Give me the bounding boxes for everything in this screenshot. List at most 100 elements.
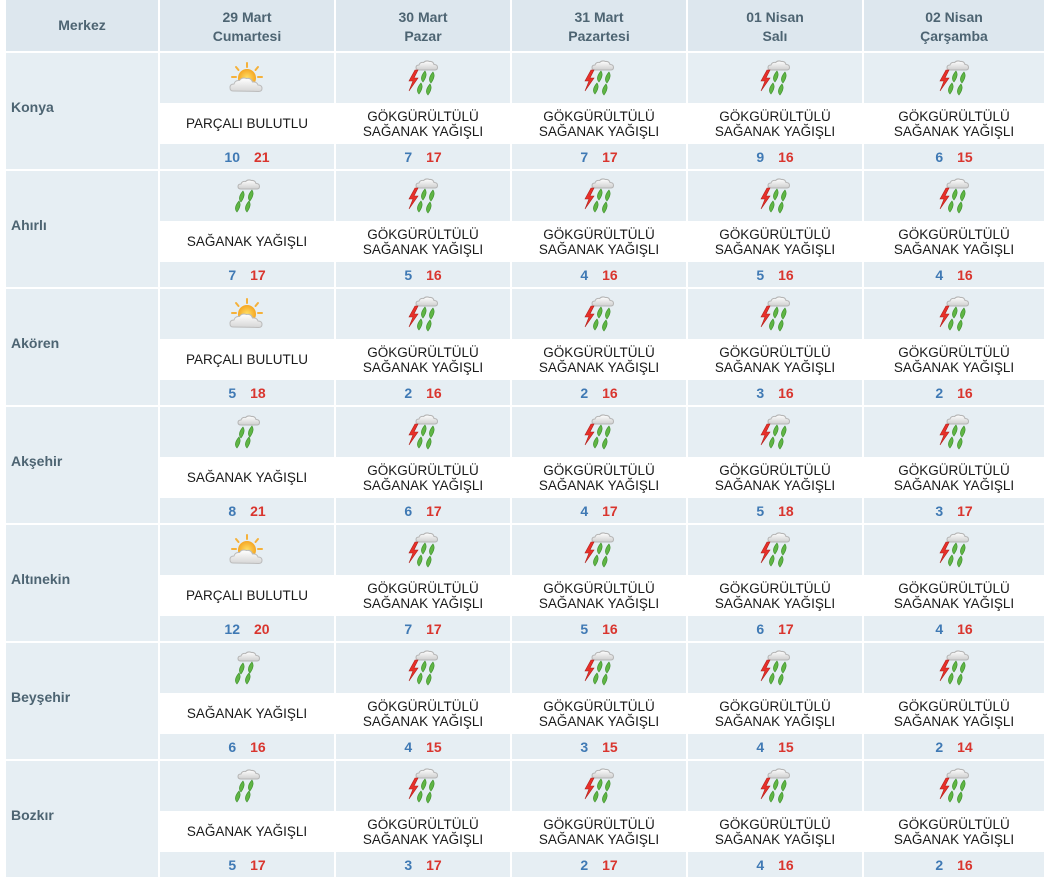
city-name[interactable]: Akşehir (6, 405, 160, 523)
max-temperature: 17 (426, 620, 442, 637)
min-temperature: 7 (404, 620, 413, 637)
temperature-cell: 2 14 (864, 734, 1044, 759)
max-temperature: 16 (426, 384, 442, 401)
min-temperature: 4 (756, 738, 765, 755)
weather-description: GÖKGÜRÜLTÜLÜ SAĞANAK YAĞIŞLI (336, 221, 512, 262)
weather-description: GÖKGÜRÜLTÜLÜ SAĞANAK YAĞIŞLI (864, 339, 1044, 380)
temperature-cell: 2 16 (864, 380, 1044, 405)
city-name[interactable]: Akören (6, 287, 160, 405)
city-name[interactable]: Beyşehir (6, 641, 160, 759)
max-temperature: 15 (426, 738, 442, 755)
weather-description: GÖKGÜRÜLTÜLÜ SAĞANAK YAĞIŞLI (688, 575, 864, 616)
weather-icon-cell (688, 523, 864, 575)
shower-icon (227, 648, 267, 688)
temperature-cell: 7 17 (160, 262, 336, 287)
temperature-cell: 12 20 (160, 616, 336, 641)
weather-icon-cell (160, 51, 336, 103)
temperature-cell: 8 21 (160, 498, 336, 523)
temperature-cell: 3 17 (864, 498, 1044, 523)
thunder-shower-icon (579, 647, 619, 689)
max-temperature: 16 (778, 148, 794, 165)
max-temperature: 16 (778, 384, 794, 401)
weather-description: GÖKGÜRÜLTÜLÜ SAĞANAK YAĞIŞLI (688, 103, 864, 144)
max-temperature: 14 (957, 738, 973, 755)
weather-icon-cell (864, 169, 1044, 221)
temperature-cell: 4 16 (512, 262, 688, 287)
weather-description: GÖKGÜRÜLTÜLÜ SAĞANAK YAĞIŞLI (512, 811, 688, 852)
thunder-shower-icon (934, 293, 974, 335)
min-temperature: 7 (404, 148, 413, 165)
min-temperature: 3 (404, 856, 413, 873)
thunder-shower-icon (403, 175, 443, 217)
min-temperature: 10 (224, 148, 240, 165)
header-day: 29 Mart Cumartesi (160, 0, 336, 51)
weather-description: PARÇALI BULUTLU (160, 575, 336, 616)
header-day: 31 Mart Pazartesi (512, 0, 688, 51)
weather-description: GÖKGÜRÜLTÜLÜ SAĞANAK YAĞIŞLI (864, 693, 1044, 734)
min-temperature: 5 (580, 620, 589, 637)
header-weekday: Cumartesi (212, 27, 282, 44)
weather-description: GÖKGÜRÜLTÜLÜ SAĞANAK YAĞIŞLI (688, 811, 864, 852)
min-temperature: 12 (224, 620, 240, 637)
min-temperature: 9 (756, 148, 765, 165)
weather-description: GÖKGÜRÜLTÜLÜ SAĞANAK YAĞIŞLI (336, 103, 512, 144)
weather-icon-cell (336, 405, 512, 457)
thunder-shower-icon (579, 293, 619, 335)
thunder-shower-icon (579, 57, 619, 99)
max-temperature: 16 (957, 266, 973, 283)
thunder-shower-icon (403, 765, 443, 807)
max-temperature: 20 (254, 620, 270, 637)
weather-icon-cell (160, 523, 336, 575)
weather-icon-cell (864, 523, 1044, 575)
thunder-shower-icon (579, 411, 619, 453)
thunder-shower-icon (755, 647, 795, 689)
city-name[interactable]: Bozkır (6, 759, 160, 877)
header-weekday: Pazartesi (568, 27, 630, 44)
max-temperature: 21 (250, 502, 266, 519)
max-temperature: 15 (602, 738, 618, 755)
min-temperature: 2 (404, 384, 413, 401)
header-weekday: Pazar (404, 27, 442, 44)
max-temperature: 17 (426, 148, 442, 165)
thunder-shower-icon (403, 647, 443, 689)
temperature-cell: 2 16 (864, 852, 1044, 877)
temperature-cell: 6 17 (688, 616, 864, 641)
min-temperature: 3 (935, 502, 944, 519)
weather-description: GÖKGÜRÜLTÜLÜ SAĞANAK YAĞIŞLI (512, 103, 688, 144)
header-day: 30 Mart Pazar (336, 0, 512, 51)
weather-icon-cell (160, 405, 336, 457)
temperature-cell: 3 15 (512, 734, 688, 759)
min-temperature: 2 (580, 384, 589, 401)
max-temperature: 18 (778, 502, 794, 519)
partly-cloudy-icon (227, 61, 267, 95)
temperature-cell: 9 16 (688, 144, 864, 169)
city-name[interactable]: Altınekin (6, 523, 160, 641)
max-temperature: 17 (957, 502, 973, 519)
forecast-table: Merkez 29 Mart Cumartesi 30 Mart Pazar 31 Mar… (6, 0, 1044, 877)
weather-description: GÖKGÜRÜLTÜLÜ SAĞANAK YAĞIŞLI (864, 457, 1044, 498)
weather-description: GÖKGÜRÜLTÜLÜ SAĞANAK YAĞIŞLI (512, 693, 688, 734)
min-temperature: 4 (935, 620, 944, 637)
weather-icon-cell (512, 405, 688, 457)
header-day: 01 Nisan Salı (688, 0, 864, 51)
city-name[interactable]: Konya (6, 51, 160, 169)
shower-icon (227, 412, 267, 452)
min-temperature: 2 (580, 856, 589, 873)
min-temperature: 2 (935, 384, 944, 401)
weather-icon-cell (688, 641, 864, 693)
weather-icon-cell (160, 759, 336, 811)
max-temperature: 16 (778, 266, 794, 283)
temperature-cell: 3 16 (688, 380, 864, 405)
temperature-cell: 4 15 (688, 734, 864, 759)
weather-description: GÖKGÜRÜLTÜLÜ SAĞANAK YAĞIŞLI (512, 457, 688, 498)
weather-icon-cell (336, 759, 512, 811)
weather-description: GÖKGÜRÜLTÜLÜ SAĞANAK YAĞIŞLI (688, 339, 864, 380)
max-temperature: 16 (778, 856, 794, 873)
city-name[interactable]: Ahırlı (6, 169, 160, 287)
max-temperature: 16 (250, 738, 266, 755)
temperature-cell: 10 21 (160, 144, 336, 169)
min-temperature: 7 (228, 266, 237, 283)
thunder-shower-icon (934, 529, 974, 571)
thunder-shower-icon (755, 175, 795, 217)
weather-description: GÖKGÜRÜLTÜLÜ SAĞANAK YAĞIŞLI (512, 339, 688, 380)
